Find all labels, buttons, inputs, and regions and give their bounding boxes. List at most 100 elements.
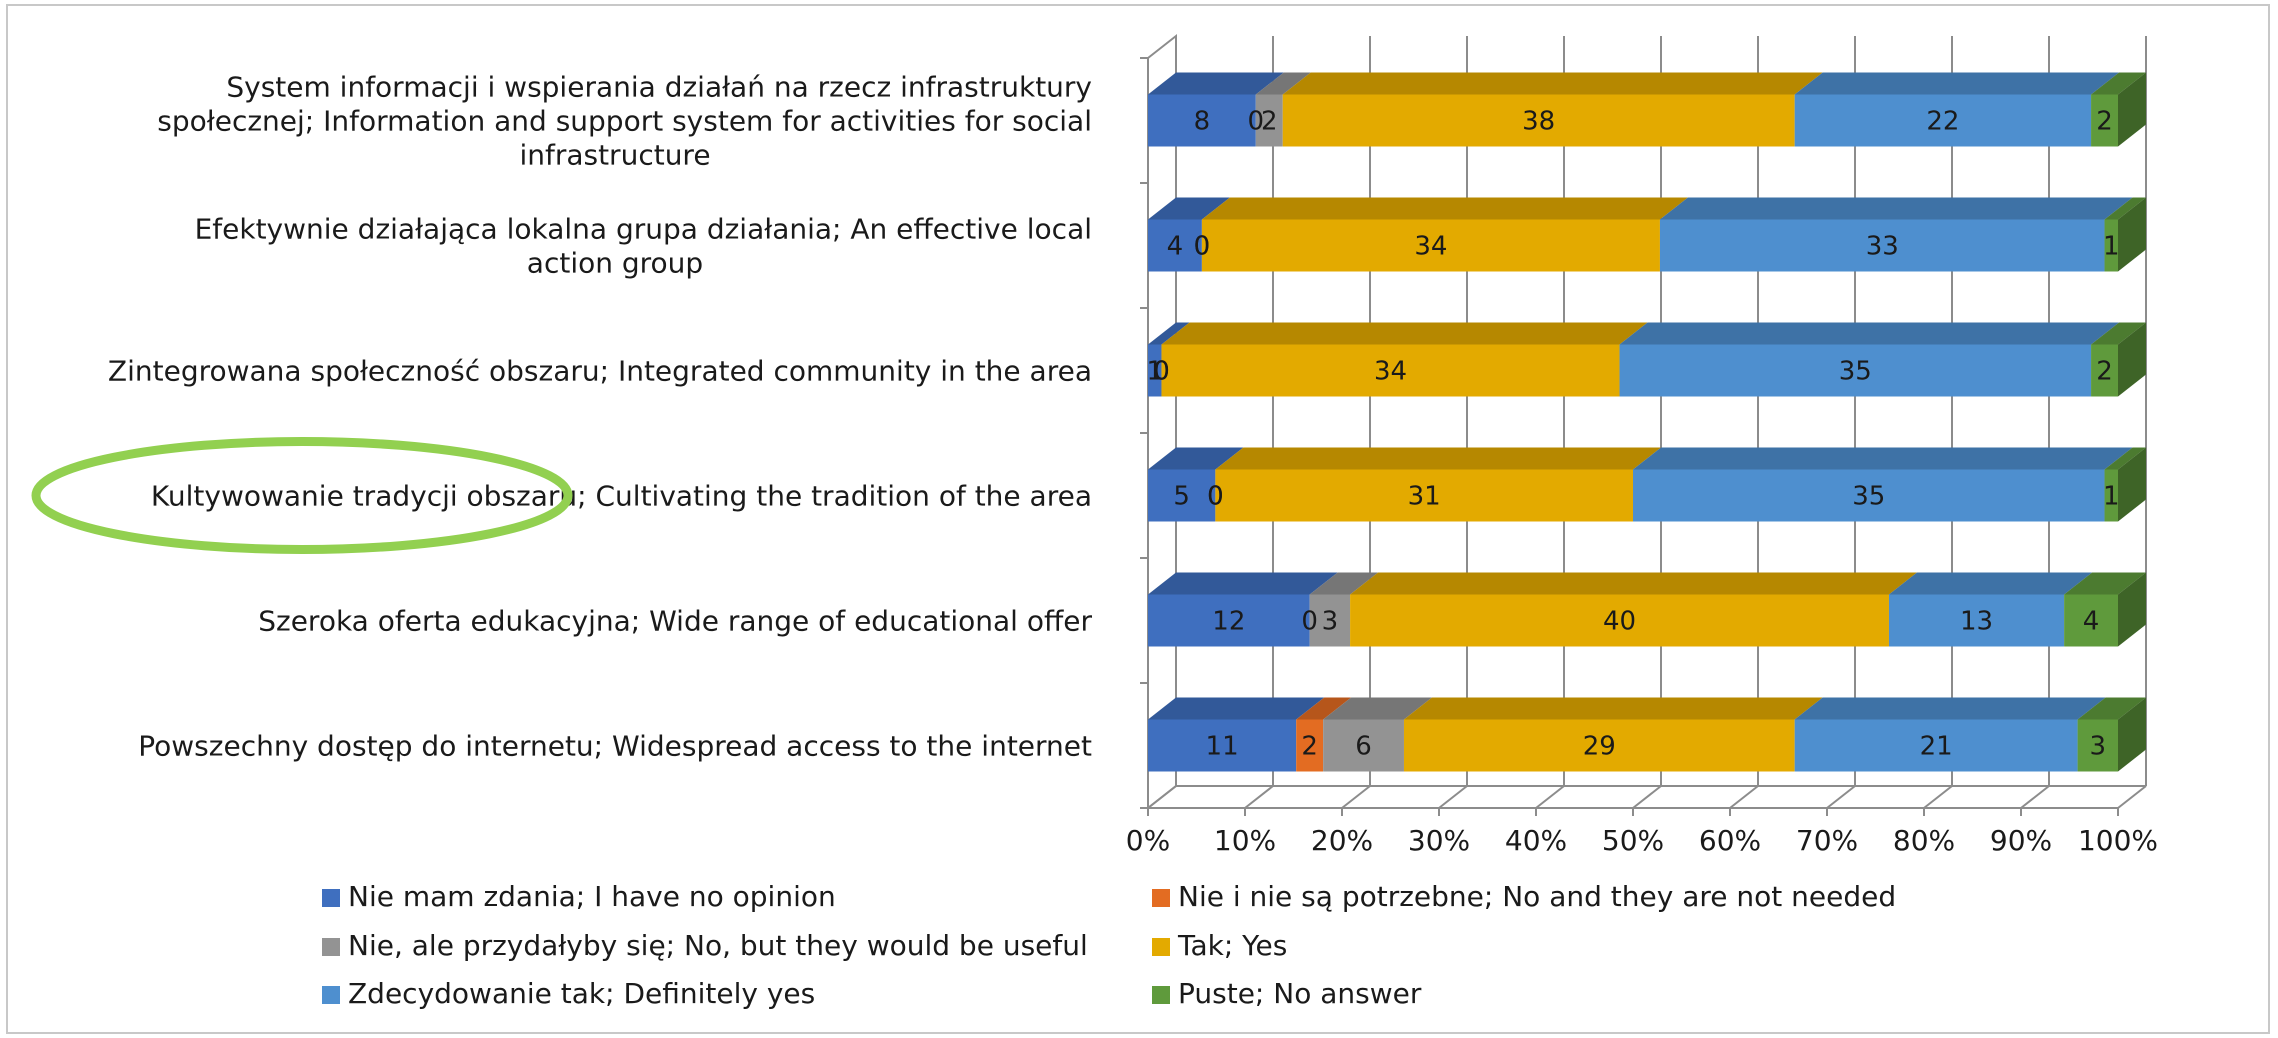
- bar-segment: [1659, 219, 2105, 272]
- legend-swatch: [1152, 986, 1170, 1004]
- bar-segment-top: [1215, 447, 1661, 470]
- x-tick-label: 50%: [1602, 824, 1664, 857]
- category-label: Zintegrowana społeczność obszaru; Integr…: [108, 355, 1092, 388]
- bar-segment: [1794, 719, 2078, 772]
- data-label: 21: [1920, 732, 1953, 762]
- legend-swatch: [322, 938, 340, 956]
- data-label: 13: [1960, 607, 1993, 637]
- bar-segment-top: [1888, 572, 2093, 595]
- bar-segment-top: [1148, 572, 1338, 595]
- bar-segment-side: [2118, 572, 2146, 647]
- data-label: 29: [1583, 732, 1616, 762]
- data-label: 2: [2096, 357, 2113, 387]
- bar-segment-top: [1201, 197, 1688, 220]
- data-label: 2: [1261, 107, 1278, 137]
- highlight-ellipse: [31, 437, 573, 554]
- data-label: 35: [1852, 482, 1885, 512]
- floor-gridline: [1826, 785, 1856, 809]
- bar-segment-side: [2118, 322, 2146, 397]
- bar-segment: [1888, 594, 2065, 647]
- data-label: 22: [1926, 107, 1959, 137]
- bar-segment: [2077, 719, 2118, 772]
- data-label: 8: [1194, 107, 1211, 137]
- data-label: 1: [2103, 232, 2120, 262]
- data-label: 34: [1374, 357, 1407, 387]
- data-label: 38: [1522, 107, 1555, 137]
- bar-segment-top: [1794, 697, 2106, 720]
- x-tick-label: 70%: [1796, 824, 1858, 857]
- x-tick-label: 40%: [1505, 824, 1567, 857]
- data-label: 2: [1301, 732, 1318, 762]
- data-label: 6: [1355, 732, 1372, 762]
- data-label: 33: [1866, 232, 1899, 262]
- data-label: 0: [1248, 107, 1265, 137]
- bar-segment-top: [1309, 572, 1379, 595]
- bar-segment-top: [1403, 697, 1823, 720]
- legend-label: Nie i nie są potrzebne; No and they are …: [1178, 880, 1896, 913]
- bar-segment: [1161, 344, 1620, 397]
- bar-segment-top: [1659, 197, 2133, 220]
- x-tick-label: 60%: [1699, 824, 1761, 857]
- legend-item: Tak; Yes: [1152, 929, 1287, 962]
- bar-segment: [1148, 594, 1310, 647]
- category-label: Kultywowanie tradycji obszaru; Cultivati…: [151, 480, 1092, 513]
- data-label: 2: [2096, 107, 2113, 137]
- bar-segment-top: [1282, 72, 1823, 95]
- bar-segment-top: [2104, 197, 2146, 220]
- bar-segment: [1619, 344, 2092, 397]
- data-label: 4: [1167, 232, 1184, 262]
- bar-segment-top: [2104, 447, 2146, 470]
- bar-segment: [1350, 594, 1889, 647]
- legend-label: Puste; No answer: [1178, 977, 1422, 1010]
- legend-label: Nie, ale przydałyby się; No, but they wo…: [348, 929, 1088, 962]
- bar-segment-top: [1148, 697, 1325, 720]
- data-label: 0: [1207, 482, 1224, 512]
- bar-segment: [1148, 94, 1256, 147]
- legend-label: Zdecydowanie tak; Definitely yes: [348, 977, 815, 1010]
- data-label: 3: [1322, 607, 1339, 637]
- legend-label: Tak; Yes: [1177, 929, 1287, 962]
- left-wall: [1147, 33, 1177, 811]
- legend-item: Nie i nie są potrzebne; No and they are …: [1152, 880, 1896, 913]
- bar-segment-top: [1350, 572, 1917, 595]
- floor-gridline: [1341, 785, 1371, 809]
- floor-gridline: [1535, 785, 1565, 809]
- legend-label: Nie mam zdania; I have no opinion: [348, 880, 836, 913]
- bar-segment-top: [1323, 697, 1432, 720]
- bar-segment-top: [1161, 322, 1648, 345]
- bar-segment: [1794, 94, 2092, 147]
- floor-gridline: [2020, 785, 2050, 809]
- chart-frame: [6, 4, 2270, 1034]
- bar-segment-top: [1296, 697, 1352, 720]
- bar-segment-top: [2064, 572, 2146, 595]
- bar-segment: [1403, 719, 1795, 772]
- bar-segment: [1148, 469, 1216, 522]
- floor-gridline: [1729, 785, 1759, 809]
- bar-segment: [1201, 219, 1660, 272]
- x-tick-label: 20%: [1311, 824, 1373, 857]
- bar-segment-top: [1148, 72, 1284, 95]
- category-label: action group: [527, 247, 703, 280]
- x-tick-label: 0%: [1126, 824, 1170, 857]
- bar-segment: [2091, 94, 2118, 147]
- bar-segment-top: [2091, 322, 2146, 345]
- floor-gridline: [1438, 785, 1468, 809]
- data-label: 31: [1408, 482, 1441, 512]
- bar-segment: [2091, 344, 2118, 397]
- data-label: 0: [1153, 357, 1170, 387]
- x-tick-label: 100%: [2078, 824, 2158, 857]
- bar-segment-side: [2118, 72, 2146, 147]
- bar-segment-top: [1148, 447, 1244, 470]
- bar-segment: [1148, 344, 1162, 397]
- x-tick-label: 30%: [1408, 824, 1470, 857]
- bar-segment: [2104, 469, 2118, 522]
- legend-item: Puste; No answer: [1152, 977, 1422, 1010]
- legend-item: Nie mam zdania; I have no opinion: [322, 880, 836, 913]
- data-label: 35: [1839, 357, 1872, 387]
- bar-segment: [1323, 719, 1404, 772]
- legend-swatch: [1152, 889, 1170, 907]
- bar-segment-top: [1255, 72, 1311, 95]
- data-label: 5: [1173, 482, 1190, 512]
- category-label: System informacji i wspierania działań n…: [226, 71, 1092, 104]
- bar-segment: [1148, 219, 1202, 272]
